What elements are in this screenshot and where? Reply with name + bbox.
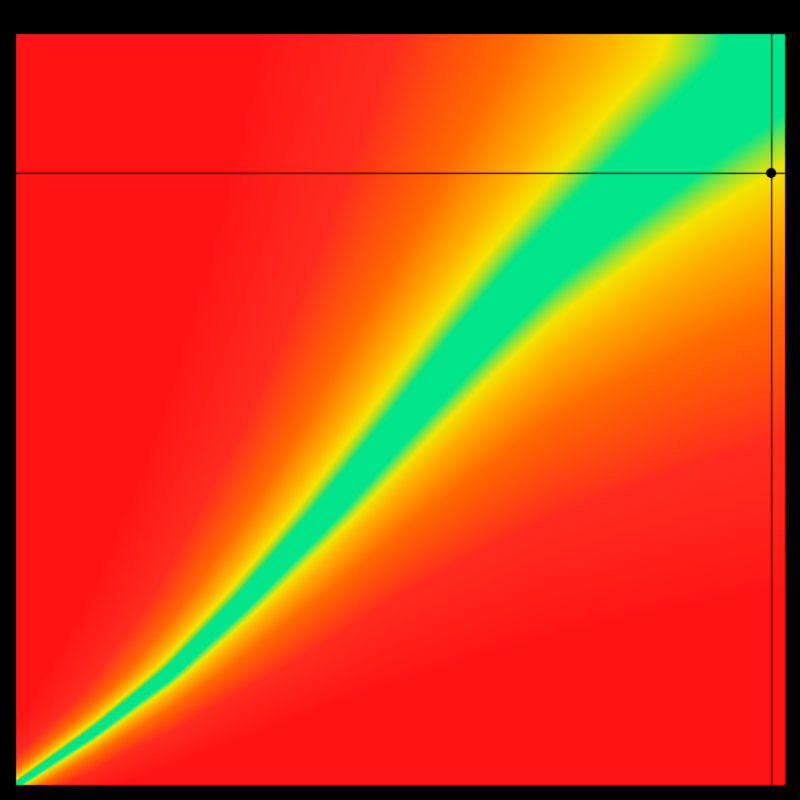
bottleneck-heatmap bbox=[0, 0, 800, 800]
chart-container: TheBottleneck.com bbox=[0, 0, 800, 800]
